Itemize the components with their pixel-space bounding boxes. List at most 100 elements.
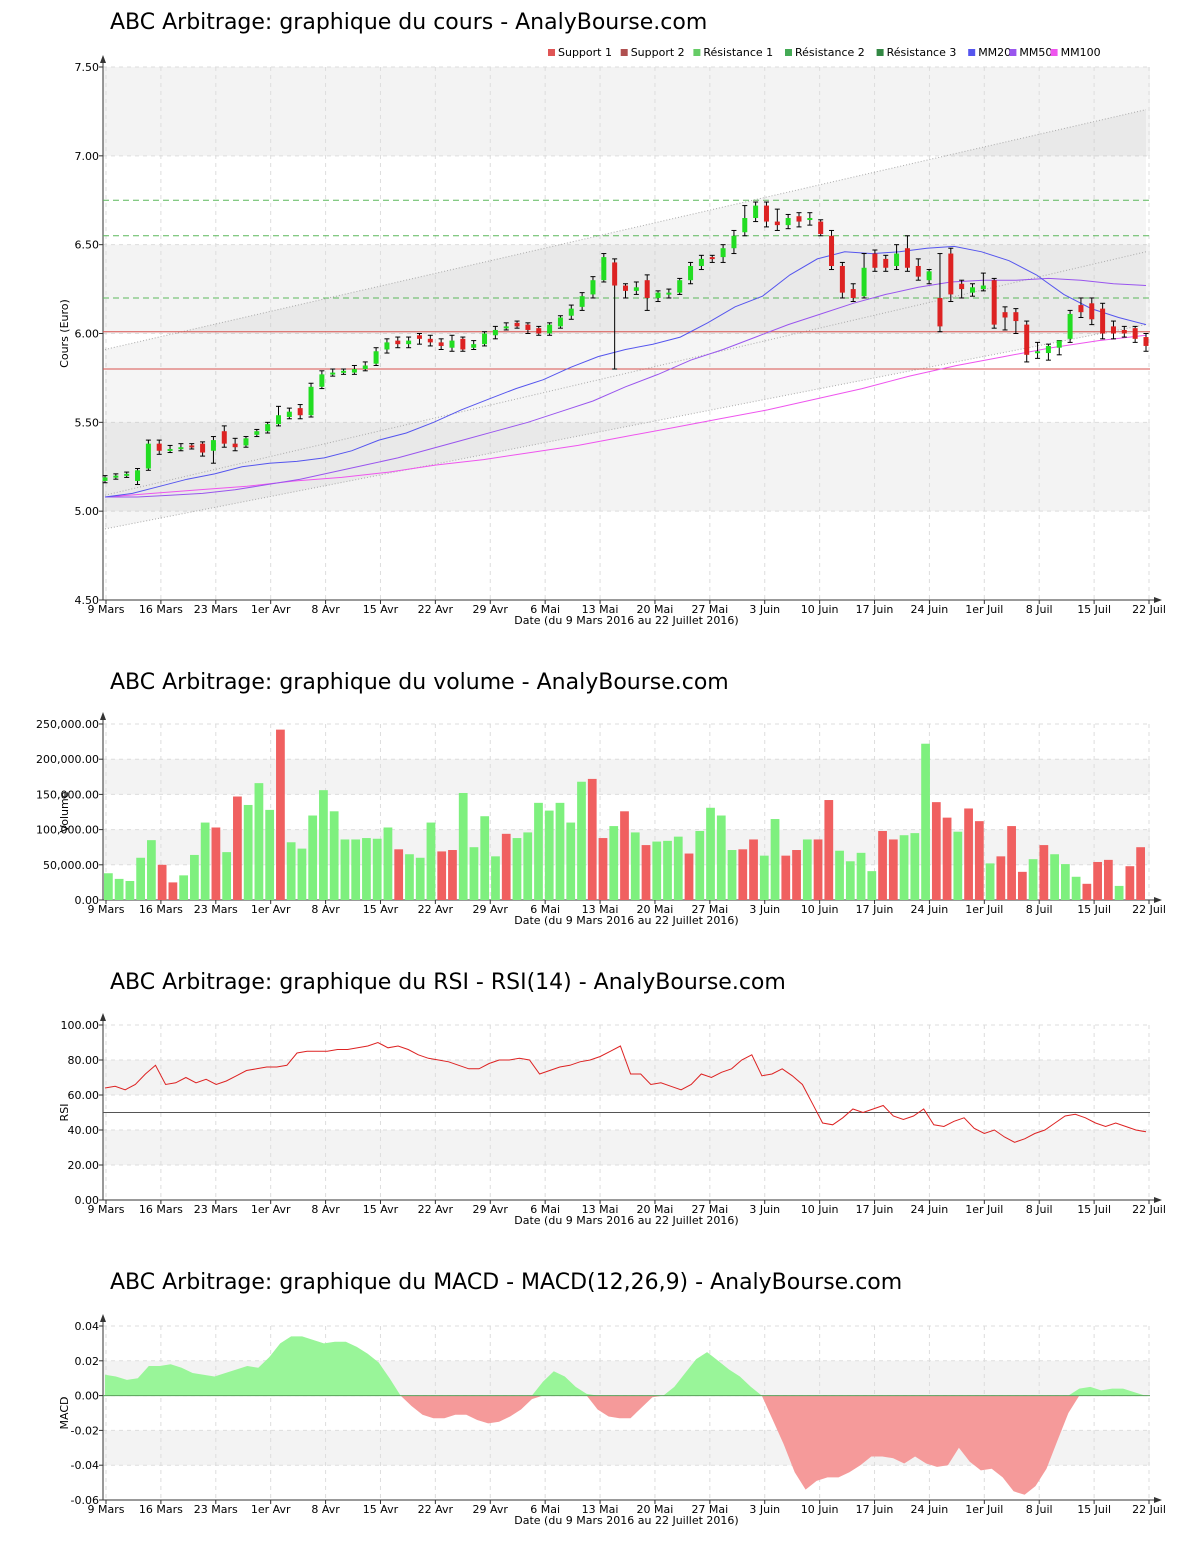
candle-body xyxy=(1045,345,1051,354)
volume-bar xyxy=(802,839,812,900)
candle-body xyxy=(427,338,433,343)
volume-y-tick-label: 200,000.00 xyxy=(36,753,99,766)
rsi-x-axis-label: Date (du 9 Mars 2016 au 22 Juillet 2016) xyxy=(514,1214,738,1227)
volume-x-axis-label: Date (du 9 Mars 2016 au 22 Juillet 2016) xyxy=(514,914,738,927)
macd-x-tick-label: 8 Juil xyxy=(1026,1503,1053,1516)
volume-bar xyxy=(910,833,920,900)
macd-y-tick-label: -0.06 xyxy=(71,1494,99,1507)
volume-bar xyxy=(630,832,640,900)
legend-label: Support 1 xyxy=(558,46,612,59)
price-x-tick-label: 29 Avr xyxy=(473,603,509,616)
volume-chart-title: ABC Arbitrage: graphique du volume - Ana… xyxy=(110,670,729,695)
price-x-tick-label: 16 Mars xyxy=(139,603,183,616)
candle-body xyxy=(926,271,932,281)
volume-bar xyxy=(544,810,554,900)
volume-y-axis-label: Volume xyxy=(58,791,71,832)
macd-chart-title: ABC Arbitrage: graphique du MACD - MACD(… xyxy=(110,1270,903,1295)
volume-bar xyxy=(555,802,565,900)
macd-y-tick-label: -0.04 xyxy=(71,1459,99,1472)
volume-x-tick-label: 20 Mai xyxy=(637,903,674,916)
candle-body xyxy=(959,283,965,290)
candle-body xyxy=(1100,308,1106,334)
candle-body xyxy=(503,326,509,329)
macd-y-axis-label: MACD xyxy=(58,1397,71,1430)
candle-body xyxy=(492,329,498,336)
candle-body xyxy=(937,297,943,327)
price-chart: 4.50 5.00 5.50 6.00 6.50 7.00 7.50 9 Mars 16 Mar… xyxy=(58,46,1166,627)
candle-body xyxy=(904,248,910,268)
legend-label: MM100 xyxy=(1061,46,1101,59)
trend-channel-line xyxy=(104,109,1147,350)
volume-bar xyxy=(953,831,963,900)
volume-x-tick-label: 13 Mai xyxy=(582,903,619,916)
volume-bar xyxy=(1103,859,1113,900)
candle-body xyxy=(1143,337,1149,346)
volume-bar xyxy=(835,850,844,900)
volume-bar xyxy=(222,852,232,900)
candle-body xyxy=(319,374,325,387)
volume-x-tick-label: 1er Avr xyxy=(251,903,291,916)
rsi-x-tick-label: 24 Juin xyxy=(911,1203,949,1216)
volume-bar xyxy=(673,836,683,900)
price-x-tick-label: 27 Mai xyxy=(691,603,728,616)
candle-body xyxy=(124,473,130,476)
price-x-tick-label: 22 Avr xyxy=(418,603,454,616)
volume-x-tick-label: 17 Juin xyxy=(856,903,894,916)
macd-x-tick-label: 27 Mai xyxy=(691,1503,728,1516)
volume-bar xyxy=(415,857,425,900)
legend-swatch xyxy=(785,49,792,56)
macd-y-tick-label: 0.02 xyxy=(75,1355,100,1368)
candle-body xyxy=(709,257,715,260)
price-y-axis-arrow xyxy=(100,55,106,63)
volume-bar xyxy=(598,838,608,900)
rsi-x-tick-label: 16 Mars xyxy=(139,1203,183,1216)
candle-body xyxy=(395,340,401,345)
price-x-tick-label: 1er Avr xyxy=(251,603,291,616)
volume-x-tick-label: 22 Juil xyxy=(1132,903,1166,916)
legend-label: MM50 xyxy=(1019,46,1052,59)
candle-body xyxy=(1035,351,1041,354)
candle-body xyxy=(601,257,607,281)
macd-x-tick-label: 9 Mars xyxy=(88,1503,125,1516)
rsi-y-tick-label: 20.00 xyxy=(68,1159,100,1172)
legend-swatch xyxy=(1009,49,1017,56)
volume-bar xyxy=(426,822,436,900)
candle-body xyxy=(839,265,845,293)
candle-body xyxy=(362,365,368,370)
macd-x-tick-label: 6 Mai xyxy=(530,1503,560,1516)
trend-channel-line xyxy=(104,251,1147,496)
price-band xyxy=(103,422,1150,512)
volume-x-tick-label: 6 Mai xyxy=(530,903,560,916)
rsi-y-tick-label: 60.00 xyxy=(68,1089,100,1102)
volume-bar xyxy=(609,826,619,900)
volume-bar xyxy=(480,816,490,900)
volume-bar xyxy=(276,729,285,900)
volume-x-tick-label: 15 Juil xyxy=(1077,903,1111,916)
volume-bar xyxy=(437,851,447,900)
volume-x-tick-label: 15 Avr xyxy=(363,903,399,916)
candle-body xyxy=(297,408,303,416)
macd-x-tick-label: 15 Avr xyxy=(363,1503,399,1516)
macd-chart: -0.06 -0.04 -0.02 0.00 0.02 0.04 9 Mars 16 Mars… xyxy=(58,1314,1166,1527)
macd-y-tick-label: 0.00 xyxy=(75,1390,100,1403)
volume-bar xyxy=(641,845,651,900)
candle-body xyxy=(1056,340,1062,348)
volume-bar xyxy=(888,839,898,900)
volume-bar xyxy=(1136,847,1145,900)
volume-bar xyxy=(1050,854,1059,900)
volume-y-axis-arrow xyxy=(100,712,106,720)
candle-body xyxy=(883,258,889,268)
volume-bar xyxy=(254,783,264,900)
candle-body xyxy=(829,235,835,266)
volume-bar xyxy=(1007,826,1016,900)
price-x-tick-label: 10 Juin xyxy=(801,603,839,616)
volume-bar xyxy=(265,809,275,900)
volume-bar xyxy=(383,827,393,900)
volume-x-tick-label: 8 Avr xyxy=(311,903,340,916)
rsi-x-axis-arrow xyxy=(1154,1197,1162,1203)
volume-bar xyxy=(501,833,511,900)
candle-body xyxy=(796,216,802,222)
rsi-y-tick-label: 0.00 xyxy=(75,1194,100,1207)
rsi-x-tick-label: 29 Avr xyxy=(473,1203,509,1216)
price-y-tick-label: 6.50 xyxy=(75,239,100,252)
